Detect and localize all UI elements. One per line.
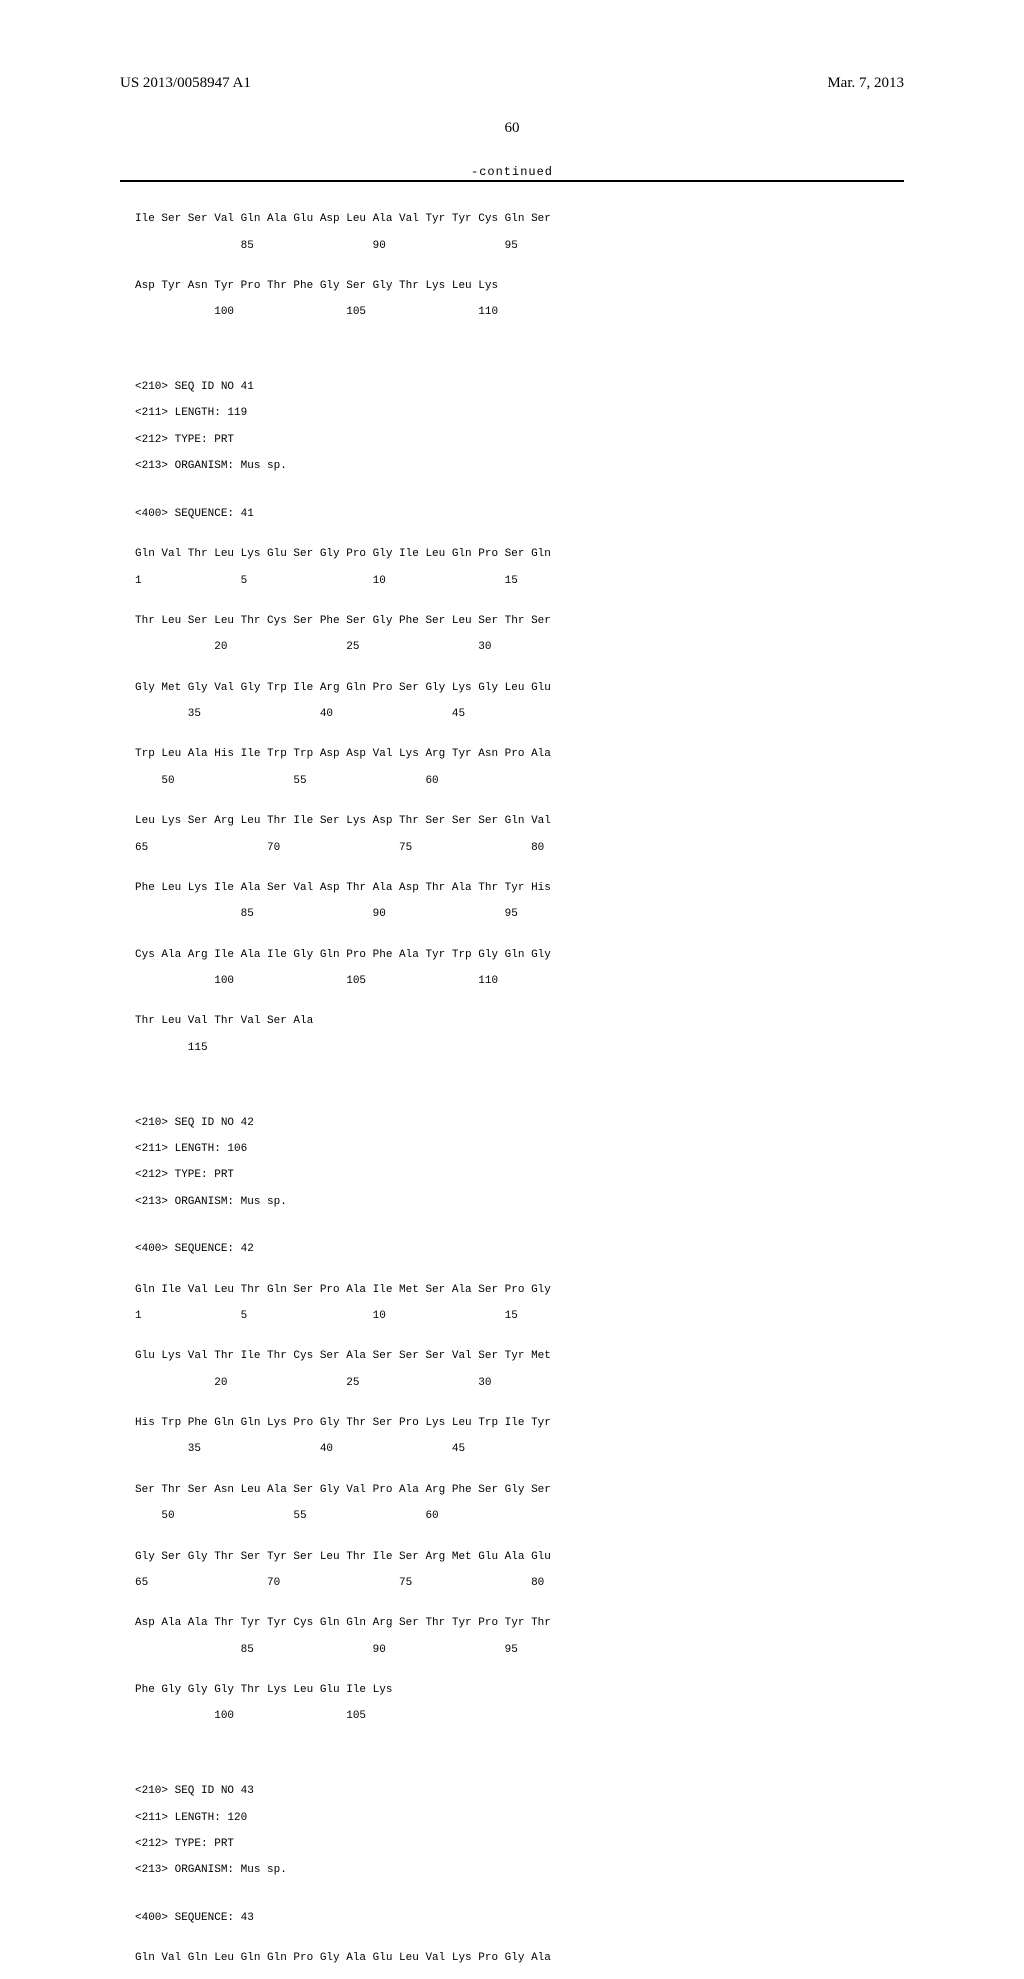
seq-organism-line: <213> ORGANISM: Mus sp. bbox=[135, 1196, 889, 1209]
sequence-line: Leu Lys Ser Arg Leu Thr Ile Ser Lys Asp … bbox=[135, 815, 889, 828]
sequence-numbers: 85 90 95 bbox=[135, 1644, 889, 1657]
sequence-numbers: 100 105 110 bbox=[135, 306, 889, 319]
sequence-line: Asp Tyr Asn Tyr Pro Thr Phe Gly Ser Gly … bbox=[135, 280, 889, 293]
sequence-line: Gln Ile Val Leu Thr Gln Ser Pro Ala Ile … bbox=[135, 1284, 889, 1297]
seq-type-line: <212> TYPE: PRT bbox=[135, 434, 889, 447]
sequence-line: Gly Met Gly Val Gly Trp Ile Arg Gln Pro … bbox=[135, 682, 889, 695]
seq-length-line: <211> LENGTH: 106 bbox=[135, 1143, 889, 1156]
sequence-numbers: 1 5 10 15 bbox=[135, 575, 889, 588]
sequence-numbers: 65 70 75 80 bbox=[135, 842, 889, 855]
sequence-line: Gln Val Gln Leu Gln Gln Pro Gly Ala Glu … bbox=[135, 1952, 889, 1965]
sequence-numbers: 100 105 bbox=[135, 1710, 889, 1723]
sequence-line: Thr Leu Ser Leu Thr Cys Ser Phe Ser Gly … bbox=[135, 615, 889, 628]
sequence-numbers: 20 25 30 bbox=[135, 1377, 889, 1390]
sequence-label: <400> SEQUENCE: 42 bbox=[135, 1243, 889, 1256]
seq-id-line: <210> SEQ ID NO 42 bbox=[135, 1117, 889, 1130]
sequence-line: His Trp Phe Gln Gln Lys Pro Gly Thr Ser … bbox=[135, 1417, 889, 1430]
sequence-line: Asp Ala Ala Thr Tyr Tyr Cys Gln Gln Arg … bbox=[135, 1617, 889, 1630]
seq-type-line: <212> TYPE: PRT bbox=[135, 1169, 889, 1182]
sequence-numbers: 50 55 60 bbox=[135, 775, 889, 788]
sequence-numbers: 35 40 45 bbox=[135, 708, 889, 721]
sequence-line: Gly Ser Gly Thr Ser Tyr Ser Leu Thr Ile … bbox=[135, 1551, 889, 1564]
seq-type-line: <212> TYPE: PRT bbox=[135, 1838, 889, 1851]
seq-id-line: <210> SEQ ID NO 43 bbox=[135, 1785, 889, 1798]
sequence-line: Thr Leu Val Thr Val Ser Ala bbox=[135, 1015, 889, 1028]
sequence-line: Cys Ala Arg Ile Ala Ile Gly Gln Pro Phe … bbox=[135, 949, 889, 962]
sequence-numbers: 65 70 75 80 bbox=[135, 1577, 889, 1590]
sequence-line: Ser Thr Ser Asn Leu Ala Ser Gly Val Pro … bbox=[135, 1484, 889, 1497]
publication-date: Mar. 7, 2013 bbox=[827, 75, 904, 92]
sequence-header-block: <210> SEQ ID NO 42 <211> LENGTH: 106 <21… bbox=[135, 1103, 889, 1222]
sequence-numbers: 35 40 45 bbox=[135, 1443, 889, 1456]
sequence-header-block: <210> SEQ ID NO 41 <211> LENGTH: 119 <21… bbox=[135, 368, 889, 487]
sequence-numbers: 1 5 10 15 bbox=[135, 1310, 889, 1323]
sequence-numbers: 85 90 95 bbox=[135, 908, 889, 921]
seq-id-line: <210> SEQ ID NO 41 bbox=[135, 381, 889, 394]
sequence-header-block: <210> SEQ ID NO 43 <211> LENGTH: 120 <21… bbox=[135, 1772, 889, 1891]
sequence-numbers: 20 25 30 bbox=[135, 641, 889, 654]
sequence-line: Trp Leu Ala His Ile Trp Trp Asp Asp Val … bbox=[135, 748, 889, 761]
seq-length-line: <211> LENGTH: 119 bbox=[135, 407, 889, 420]
sequence-line: Phe Gly Gly Gly Thr Lys Leu Glu Ile Lys bbox=[135, 1684, 889, 1697]
seq-length-line: <211> LENGTH: 120 bbox=[135, 1812, 889, 1825]
page-number: 60 bbox=[505, 120, 520, 137]
sequence-line: Gln Val Thr Leu Lys Glu Ser Gly Pro Gly … bbox=[135, 548, 889, 561]
sequence-numbers: 50 55 60 bbox=[135, 1510, 889, 1523]
publication-number: US 2013/0058947 A1 bbox=[120, 75, 251, 92]
sequence-label: <400> SEQUENCE: 41 bbox=[135, 508, 889, 521]
sequence-line: Phe Leu Lys Ile Ala Ser Val Asp Thr Ala … bbox=[135, 882, 889, 895]
sequence-numbers: 115 bbox=[135, 1042, 889, 1055]
sequence-numbers: 85 90 95 bbox=[135, 240, 889, 253]
horizontal-rule bbox=[120, 180, 904, 182]
sequence-label: <400> SEQUENCE: 43 bbox=[135, 1912, 889, 1925]
seq-organism-line: <213> ORGANISM: Mus sp. bbox=[135, 460, 889, 473]
sequence-numbers: 100 105 110 bbox=[135, 975, 889, 988]
sequence-content: Ile Ser Ser Val Gln Ala Glu Asp Leu Ala … bbox=[135, 200, 889, 1979]
sequence-line: Glu Lys Val Thr Ile Thr Cys Ser Ala Ser … bbox=[135, 1350, 889, 1363]
sequence-line: Ile Ser Ser Val Gln Ala Glu Asp Leu Ala … bbox=[135, 213, 889, 226]
continued-label: -continued bbox=[471, 165, 553, 179]
seq-organism-line: <213> ORGANISM: Mus sp. bbox=[135, 1864, 889, 1877]
